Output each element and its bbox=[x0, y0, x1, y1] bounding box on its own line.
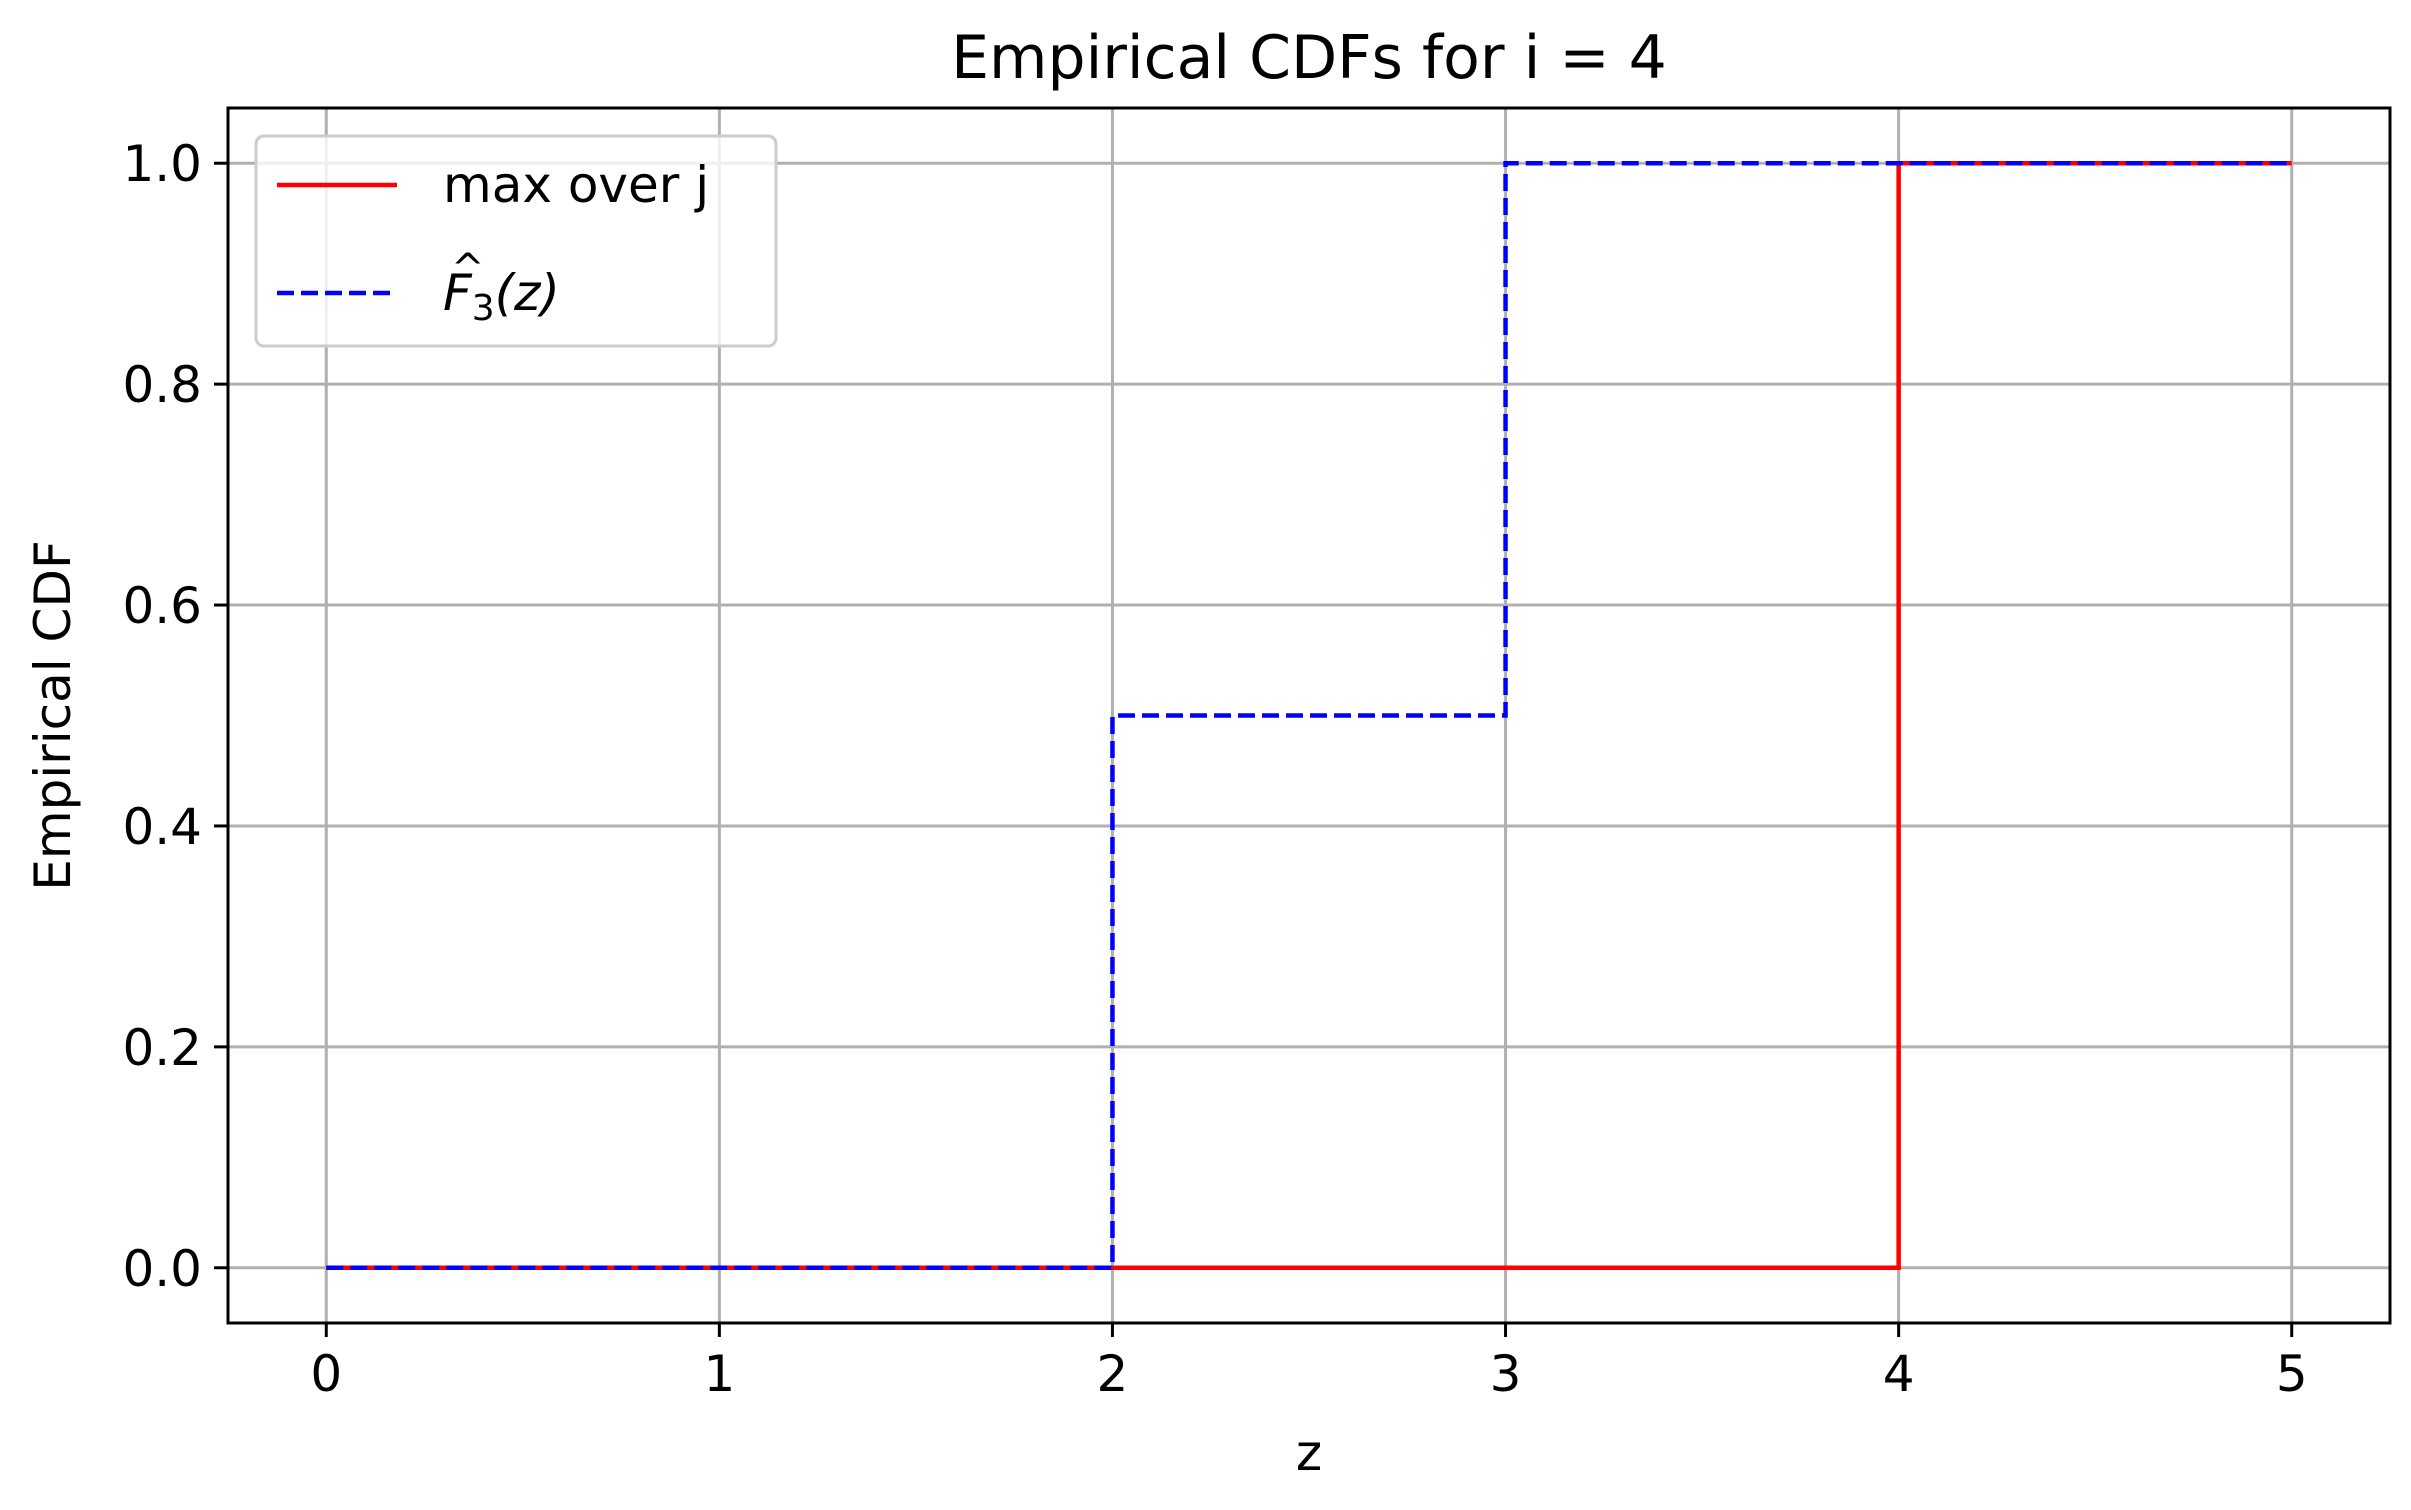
x-tick-label: 0 bbox=[310, 1345, 342, 1403]
x-axis-label: z bbox=[1296, 1424, 1322, 1482]
legend-label-max-over-j: max over j bbox=[443, 156, 709, 214]
y-tick-label: 0.4 bbox=[122, 798, 202, 856]
legend-label-f3-arg: (z) bbox=[495, 264, 560, 322]
legend: max over j ^F3(z) bbox=[254, 134, 778, 348]
grid bbox=[228, 108, 2390, 1323]
y-tick-label: 0.6 bbox=[122, 577, 202, 635]
y-tick-label: 0.8 bbox=[122, 356, 202, 414]
x-tick-label: 1 bbox=[703, 1345, 735, 1403]
x-tick-label: 4 bbox=[1883, 1345, 1915, 1403]
plot-frame bbox=[226, 106, 2392, 1325]
y-tick-label: 0.0 bbox=[122, 1240, 202, 1298]
y-axis-label: Empirical CDF bbox=[24, 540, 82, 890]
series-line-f3 bbox=[326, 160, 2292, 1271]
y-tick-label: 0.2 bbox=[122, 1019, 202, 1077]
y-tick-label: 1.0 bbox=[122, 135, 202, 193]
ticks: 0 1 2 3 4 5 0.0 0.2 0.4 0.6 0.8 1.0 bbox=[122, 135, 2307, 1403]
x-tick-label: 3 bbox=[1490, 1345, 1522, 1403]
legend-label-f3: ^F3(z) bbox=[443, 246, 560, 329]
legend-label-f3-hat: ^ bbox=[451, 246, 485, 292]
x-tick-label: 5 bbox=[2276, 1345, 2308, 1403]
legend-label-f3-subscript: 3 bbox=[472, 288, 495, 329]
chart-title: Empirical CDFs for i = 4 bbox=[951, 23, 1667, 93]
x-tick-label: 2 bbox=[1097, 1345, 1129, 1403]
series-layer bbox=[326, 160, 2292, 1271]
legend-label-f3-base: F bbox=[443, 264, 473, 322]
